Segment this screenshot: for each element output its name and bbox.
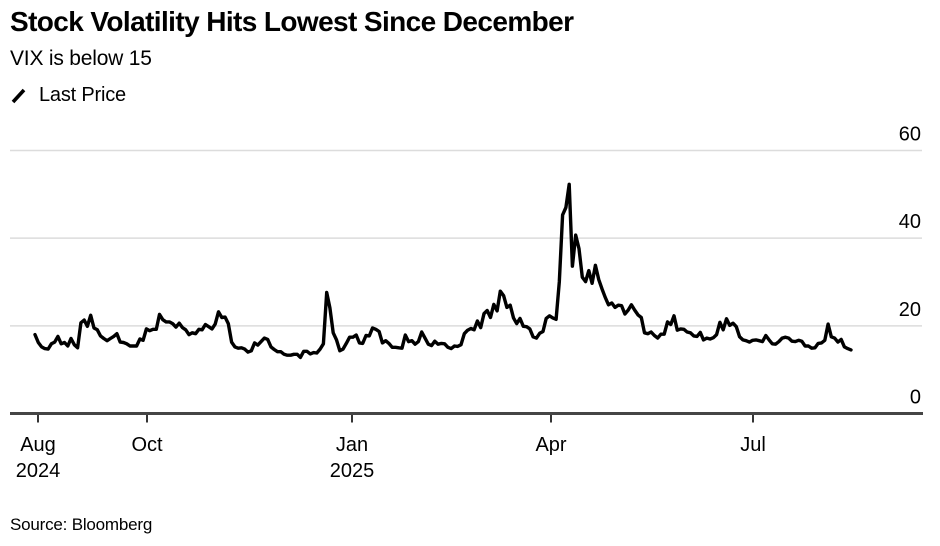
source-attribution: Source: Bloomberg <box>10 515 153 534</box>
x-axis-labels: Aug 2024 Oct Jan 2025 Apr Jul <box>16 434 766 482</box>
chart-header: Stock Volatility Hits Lowest Since Decem… <box>10 0 930 107</box>
last-price-line <box>33 182 853 360</box>
y-axis-tick-label: 20 <box>899 299 921 321</box>
legend-label: Last Price <box>39 84 126 107</box>
y-axis-tick-label: 60 <box>899 124 921 146</box>
x-axis-tick-label: Jul <box>740 434 766 456</box>
chart-subtitle: VIX is below 15 <box>10 47 152 71</box>
x-axis-ticks <box>37 415 754 423</box>
x-axis-tick-label: Jan <box>336 434 368 456</box>
x-axis-tick-label: Aug <box>20 434 56 456</box>
gridlines <box>10 149 922 327</box>
chart-title: Stock Volatility Hits Lowest Since Decem… <box>10 6 574 37</box>
y-axis-tick-label: 40 <box>899 211 921 233</box>
y-axis-labels: 0 20 40 60 <box>899 124 921 409</box>
y-axis-tick-label: 0 <box>910 387 921 409</box>
x-axis-tick-label: Apr <box>535 434 566 456</box>
x-axis-year-label: 2025 <box>330 460 375 482</box>
x-axis-year-label: 2024 <box>16 460 61 482</box>
line-series-icon <box>10 87 28 105</box>
x-axis-tick-label: Oct <box>131 434 163 456</box>
legend: Last Price <box>10 84 930 107</box>
